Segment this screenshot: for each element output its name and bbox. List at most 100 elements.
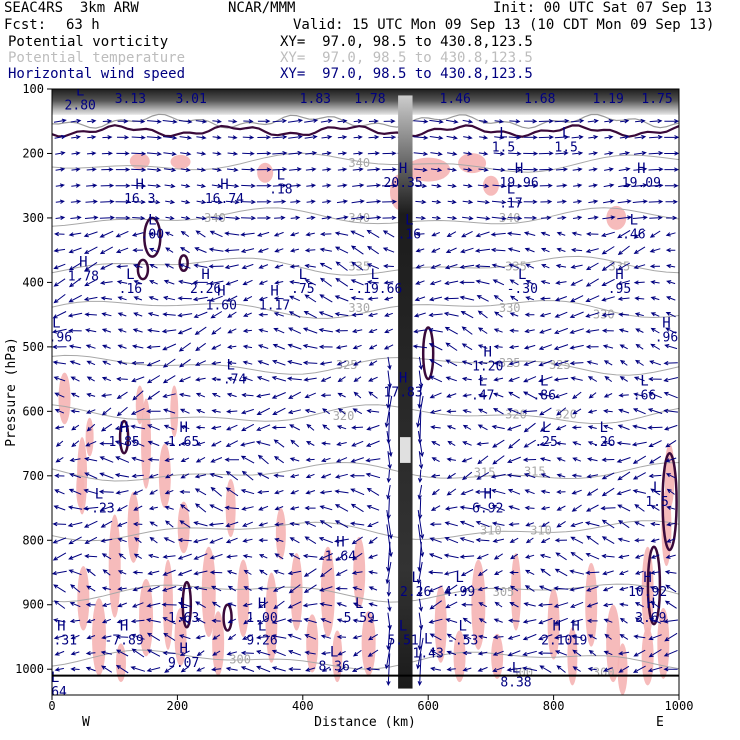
wind-vector — [164, 183, 176, 189]
wind-vector — [133, 263, 143, 269]
extremum-mark: L — [148, 212, 156, 228]
wind-vector — [303, 584, 317, 594]
wind-vector — [337, 167, 348, 172]
wind-vector — [134, 537, 142, 544]
wind-vector — [226, 424, 238, 431]
wind-vector — [588, 135, 599, 140]
wind-vector — [147, 570, 160, 576]
wind-vector — [619, 586, 629, 591]
wind-vector — [255, 440, 271, 446]
wind-vector — [86, 635, 96, 640]
wind-vector — [116, 376, 128, 382]
wind-vector — [130, 666, 146, 672]
wind-vector — [666, 280, 676, 285]
wind-vector — [539, 407, 552, 416]
wind-vector — [178, 279, 192, 285]
wind-vector — [619, 634, 629, 640]
wind-vector — [212, 650, 221, 656]
wind-vector — [146, 375, 161, 384]
wind-vector — [570, 634, 583, 639]
wind-vector — [350, 296, 364, 301]
wind-vector — [208, 522, 224, 527]
wind-vector — [367, 296, 379, 301]
wind-vector — [351, 312, 363, 317]
wind-vector — [649, 230, 661, 238]
wind-vector — [68, 344, 82, 349]
theta-isentrope — [52, 649, 679, 670]
extremum-mark: L — [507, 181, 515, 197]
wind-vector — [491, 424, 505, 430]
wind-vector — [256, 167, 272, 172]
wind-vector — [368, 633, 378, 641]
pv-shade-blob — [306, 614, 319, 673]
wind-vector — [87, 118, 97, 124]
wind-vector — [257, 248, 269, 253]
wind-vector — [163, 537, 175, 544]
wind-vector — [147, 585, 160, 592]
wind-vector — [289, 521, 300, 527]
wind-vector — [616, 457, 631, 463]
extremum-value: 9.07 — [168, 656, 199, 671]
wind-vector — [634, 602, 644, 608]
wind-vector — [463, 151, 473, 156]
wind-vector — [162, 295, 176, 301]
wind-vector — [367, 245, 379, 255]
x-tick-label: 1000 — [665, 699, 694, 713]
wind-vector — [430, 473, 441, 479]
wind-vector — [180, 425, 190, 430]
wind-vector — [459, 295, 475, 301]
pv-shade-blob — [108, 514, 121, 618]
wind-vector — [588, 392, 597, 399]
wind-vector — [492, 439, 505, 448]
extremum-value: 1.83 — [300, 92, 331, 107]
pv-shade-blob — [201, 546, 216, 637]
wind-vector — [475, 279, 490, 285]
wind-vector — [351, 440, 364, 447]
wind-vector — [632, 665, 646, 673]
wind-vector — [428, 328, 443, 333]
wind-vector — [195, 360, 207, 366]
wind-vector — [83, 506, 99, 511]
wind-vector — [461, 602, 473, 607]
wind-vector — [54, 231, 65, 237]
wind-vector — [429, 521, 442, 527]
wind-vector — [289, 506, 300, 511]
wind-vector — [212, 167, 222, 172]
wind-vector — [52, 570, 67, 576]
wind-vector — [352, 635, 362, 640]
wind-vector — [537, 650, 553, 656]
wind-vector — [116, 391, 128, 400]
wind-vector — [508, 344, 519, 350]
wind-vector — [147, 390, 160, 400]
wind-vector — [225, 521, 239, 528]
wind-vector — [570, 295, 584, 302]
wind-vector — [147, 167, 162, 173]
extremum-value: .16 — [398, 227, 421, 242]
wind-vector — [273, 439, 285, 448]
field-label-pv: Potential vorticity — [8, 34, 169, 50]
wind-vector — [240, 489, 255, 495]
wind-vector — [666, 264, 676, 269]
wind-vector — [445, 119, 459, 124]
wind-vector — [585, 553, 600, 560]
extremum-value: 2.10 — [541, 634, 572, 649]
wind-vector — [133, 280, 143, 285]
wind-vector — [287, 601, 302, 609]
wind-vector — [538, 617, 553, 625]
wind-vector — [570, 551, 584, 561]
wind-vector — [117, 586, 127, 591]
wind-vector — [258, 264, 269, 269]
wind-vector — [177, 296, 192, 301]
wind-vector — [366, 183, 382, 188]
wind-vector — [146, 344, 161, 350]
extremum-value: 1.00 — [246, 611, 277, 626]
wind-vector — [115, 199, 131, 205]
wind-vector — [416, 561, 423, 585]
wind-vector — [209, 295, 223, 302]
extremum-value: 10.92 — [628, 585, 667, 600]
wind-vector — [587, 118, 599, 124]
wind-vector — [162, 650, 176, 656]
wind-vector — [165, 215, 175, 221]
wind-vector — [506, 231, 521, 236]
wind-vector — [115, 247, 129, 254]
